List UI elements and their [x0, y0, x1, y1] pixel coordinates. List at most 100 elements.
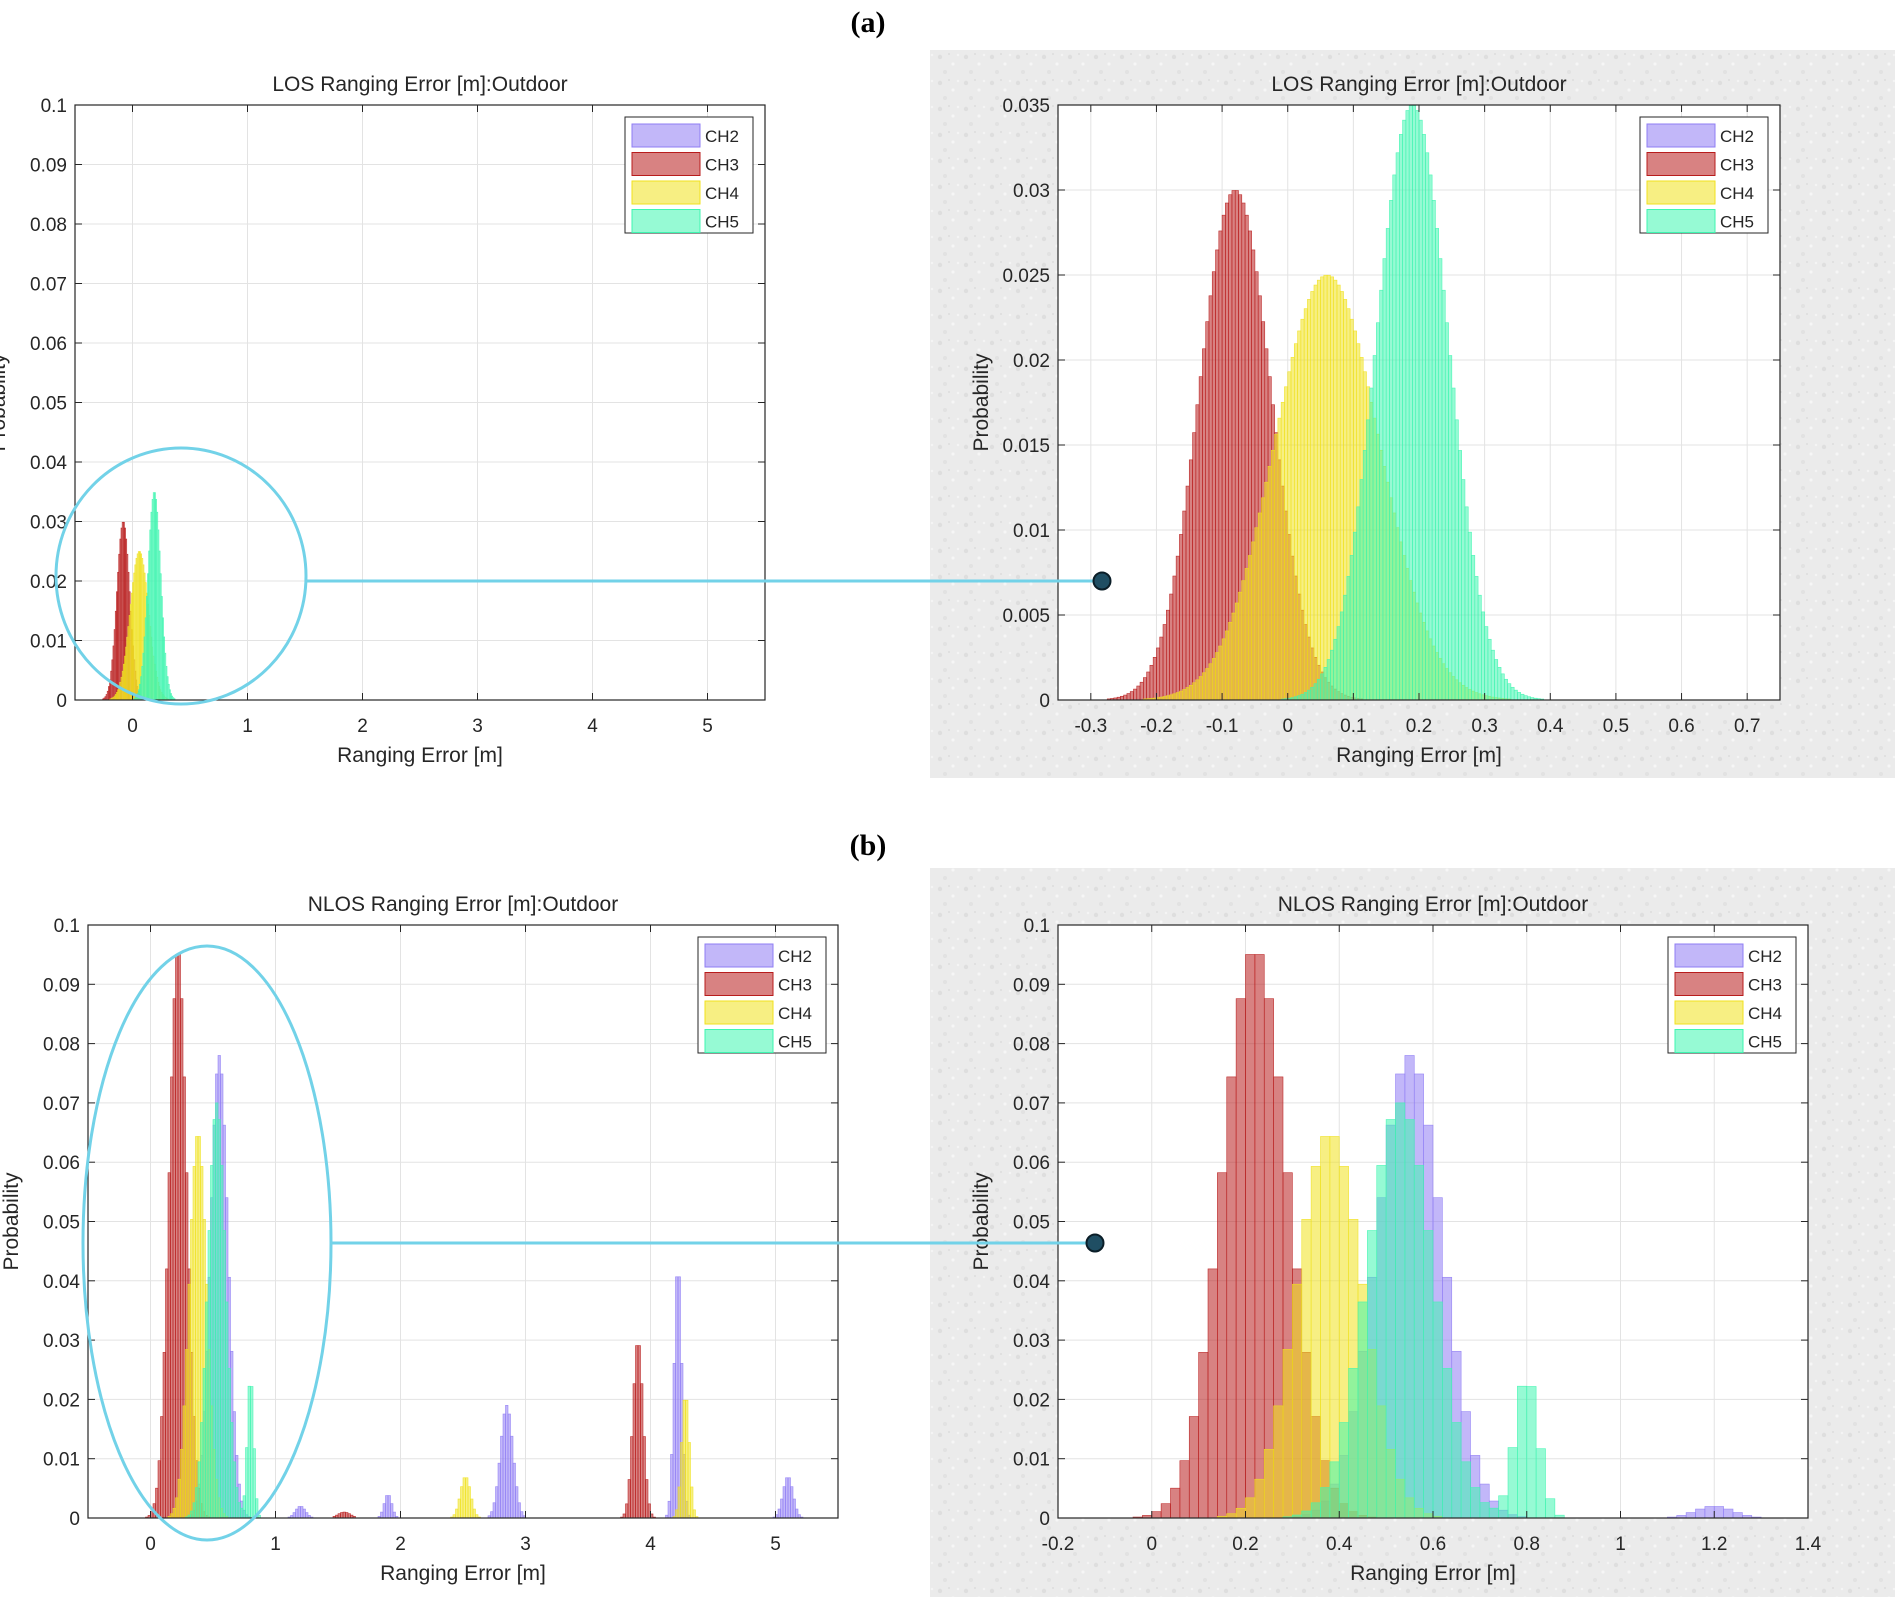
histogram-bar-ch5 [207, 1230, 211, 1519]
histogram-bar-ch3 [1217, 1172, 1228, 1519]
histogram-bar-ch3 [1172, 575, 1177, 701]
histogram-bar-ch5 [1310, 686, 1315, 701]
histogram-bar-ch4 [1202, 672, 1206, 701]
histogram-bar-ch3 [1226, 1076, 1237, 1519]
y-tick-label: 0.06 [1013, 1153, 1050, 1174]
y-tick-label: 0.03 [1013, 181, 1050, 202]
histogram-bar-ch4 [192, 1166, 196, 1519]
histogram-bar-ch4 [1245, 1497, 1256, 1519]
histogram-bar-ch4 [1211, 658, 1216, 701]
legend-swatch-ch3 [1674, 972, 1744, 996]
histogram-bar-ch4 [1175, 692, 1180, 701]
zoom-connector-dot-nlos [1085, 1233, 1105, 1253]
histogram-bar-ch4 [1280, 401, 1285, 701]
histogram-bar-ch3 [642, 1436, 646, 1519]
histogram-bar-ch4 [1225, 630, 1229, 701]
legend-swatch-ch2 [1646, 123, 1716, 148]
zoom-region-ellipse-los [54, 446, 308, 706]
x-tick-label: 2 [395, 1534, 406, 1555]
histogram-bar-ch2 [777, 1508, 781, 1519]
histogram-bar-ch5 [1448, 355, 1453, 701]
histogram-bar-ch5 [225, 1301, 229, 1519]
histogram-bar-ch3 [1160, 1503, 1171, 1519]
histogram-bar-ch5 [1481, 611, 1485, 701]
histogram-bar-ch4 [1264, 481, 1269, 701]
histogram-bar-ch5 [1359, 479, 1364, 701]
histogram-bar-ch4 [197, 1136, 201, 1519]
histogram-bar-ch5 [242, 1495, 246, 1519]
histogram-bar-ch4 [175, 1497, 179, 1519]
y-tick-label: 0.05 [30, 394, 67, 415]
histogram-bar-ch5 [1421, 134, 1426, 701]
histogram-bar-ch3 [1151, 1511, 1162, 1519]
histogram-bar-ch5 [1415, 110, 1420, 701]
histogram-bar-ch2 [387, 1495, 391, 1519]
histogram-bar-ch5 [1523, 695, 1528, 701]
histogram-bar-ch5 [1451, 1422, 1462, 1519]
histogram-bar-ch2 [795, 1508, 799, 1519]
histogram-bar-ch4 [180, 1448, 184, 1519]
histogram-bar-ch5 [230, 1422, 234, 1519]
histogram-bar-ch5 [1301, 1510, 1312, 1519]
histogram-bar-ch4 [1218, 645, 1223, 701]
histogram-bar-ch2 [390, 1503, 394, 1519]
x-tick-label: 1 [242, 716, 253, 737]
y-tick-label: 0.04 [43, 1272, 80, 1293]
histogram-bar-ch4 [462, 1477, 466, 1519]
histogram-bar-ch5 [1545, 1498, 1556, 1519]
histogram-bar-ch4 [1251, 541, 1256, 701]
histogram-bar-ch5 [1431, 200, 1436, 701]
histogram-bar-ch5 [192, 1502, 196, 1519]
legend-label-ch3: CH3 [705, 156, 739, 175]
histogram-bar-ch5 [252, 1448, 256, 1519]
histogram-bar-ch2 [495, 1486, 499, 1519]
histogram-bar-ch4 [1301, 1219, 1312, 1519]
chart-nlos-zoom: -0.2 0 0.2 0.4 0.6 0.8 1 1.2 1.4 0 0.01 0.02 0.03 0.0… [930, 868, 1895, 1597]
y-tick-label: 0.02 [43, 1390, 80, 1411]
y-tick-label: 0.08 [30, 215, 67, 236]
histogram-bar-ch4 [1179, 690, 1184, 701]
histogram-bar-ch5 [1461, 479, 1466, 701]
x-tick-label: 2 [357, 716, 368, 737]
histogram-bar-ch3 [1182, 510, 1187, 701]
histogram-bar-ch3 [347, 1513, 351, 1519]
legend-swatch-ch3 [704, 972, 774, 996]
histogram-bar-ch5 [1336, 626, 1341, 701]
histogram-bar-ch3 [170, 1076, 174, 1519]
histogram-bar-ch5 [1402, 119, 1407, 701]
histogram-bar-ch4 [677, 1486, 681, 1519]
legend-label-ch4: CH4 [778, 1004, 812, 1023]
histogram-bar-ch2 [792, 1498, 796, 1519]
legend-swatch-ch4 [631, 180, 701, 205]
histogram-bar-ch5 [1428, 174, 1433, 701]
histogram-bar-ch4 [1234, 602, 1239, 701]
histogram-bar-ch5 [1517, 692, 1522, 701]
histogram-bar-ch4 [692, 1509, 696, 1519]
legend-swatch-ch5 [1674, 1029, 1744, 1053]
y-axis-label: Probability [0, 1172, 23, 1271]
histogram-bar-ch3 [1215, 249, 1220, 701]
histogram-bar-ch5 [1413, 1165, 1424, 1519]
histogram-bar-ch4 [682, 1399, 686, 1519]
histogram-bar-ch2 [385, 1495, 389, 1519]
y-tick-label: 0.07 [43, 1094, 80, 1115]
histogram-bar-ch4 [1267, 466, 1272, 701]
histogram-bar-ch4 [1313, 284, 1318, 701]
legend-label-ch5: CH5 [1748, 1033, 1782, 1052]
histogram-bar-ch4 [1192, 682, 1197, 701]
histogram-bar-ch3 [1263, 998, 1274, 1519]
x-tick-label: 4 [587, 716, 598, 737]
x-tick-label: 1.4 [1795, 1534, 1822, 1555]
x-tick-label: 0.3 [1471, 716, 1497, 737]
y-tick-label: 0.08 [1013, 1035, 1050, 1056]
histogram-bar-ch5 [1385, 1119, 1396, 1519]
legend-label-ch3: CH3 [778, 976, 812, 995]
histogram-bar-ch4 [460, 1486, 464, 1519]
histogram-bar-ch5 [1490, 649, 1495, 701]
y-tick-label: 0.01 [1013, 1450, 1050, 1471]
histogram-bar-ch2 [502, 1413, 506, 1519]
legend: CH2 CH3 CH4 CH5 [1667, 936, 1797, 1054]
histogram-bar-ch4 [675, 1509, 679, 1519]
histogram-bar-ch2 [1723, 1508, 1734, 1519]
histogram-bar-ch3 [162, 1352, 166, 1519]
